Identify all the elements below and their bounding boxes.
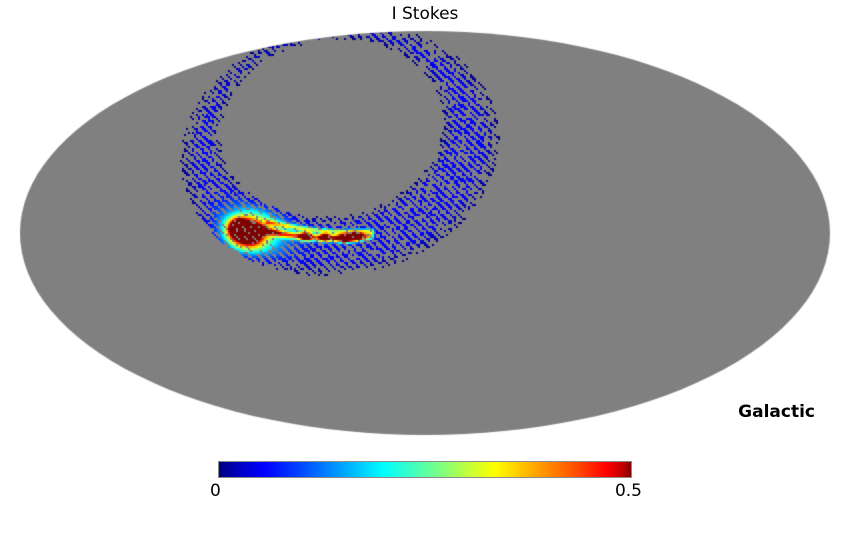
colorbar-max-label: 0.5 [614, 481, 642, 501]
colorbar-gradient [218, 461, 632, 478]
page-title: I Stokes [391, 4, 459, 24]
coordinate-system-label: Galactic [738, 402, 815, 422]
colorbar-min-label: 0 [210, 481, 221, 501]
colorbar-tick-labels: 0 0.5 [210, 480, 642, 504]
colorbar: 0 0.5 [210, 461, 642, 505]
sky-map-panel [0, 28, 850, 440]
mollweide-sky-map[interactable] [0, 28, 850, 440]
